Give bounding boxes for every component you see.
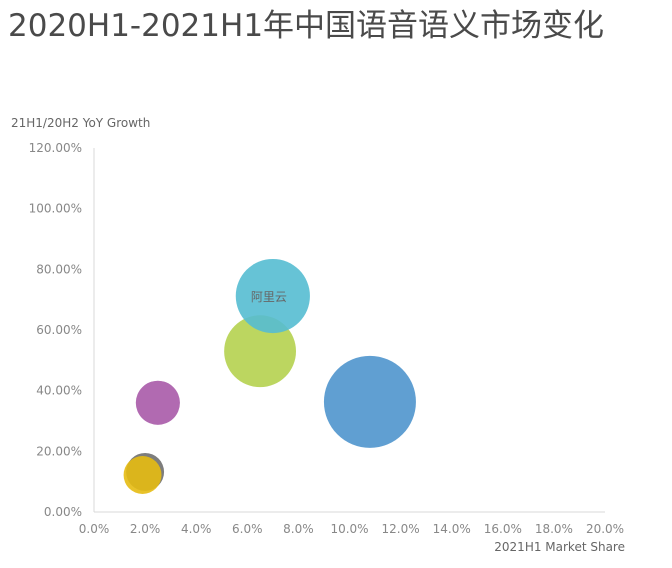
y-tick-label: 100.00% xyxy=(29,202,82,216)
x-tick-label: 10.0% xyxy=(330,522,368,536)
x-tick-label: 12.0% xyxy=(382,522,420,536)
y-tick-label: 80.00% xyxy=(36,262,82,276)
x-tick-label: 0.0% xyxy=(79,522,110,536)
bubble xyxy=(123,456,162,494)
x-tick-label: 2.0% xyxy=(130,522,161,536)
x-tick-label: 20.0% xyxy=(586,522,624,536)
bubble xyxy=(135,380,180,425)
chart-title: 2020H1-2021H1年中国语音语义市场变化 xyxy=(8,8,605,44)
x-tick-label: 14.0% xyxy=(433,522,471,536)
x-tick-label: 4.0% xyxy=(181,522,212,536)
y-tick-label: 20.00% xyxy=(36,444,82,458)
y-axis-label: 21H1/20H2 YoY Growth xyxy=(11,116,151,130)
bubble xyxy=(235,258,310,334)
x-tick-label: 16.0% xyxy=(484,522,522,536)
bubble-label: 阿里云 xyxy=(251,290,287,304)
y-tick-label: 0.00% xyxy=(44,505,82,519)
y-tick-label: 120.00% xyxy=(29,141,82,155)
x-tick-label: 18.0% xyxy=(535,522,573,536)
x-tick-label: 6.0% xyxy=(232,522,263,536)
y-tick-label: 60.00% xyxy=(36,323,82,337)
bubble xyxy=(323,355,416,448)
bubble xyxy=(224,315,297,388)
x-axis-label: 2021H1 Market Share xyxy=(494,540,625,554)
y-tick-label: 40.00% xyxy=(36,384,82,398)
x-tick-label: 8.0% xyxy=(283,522,314,536)
